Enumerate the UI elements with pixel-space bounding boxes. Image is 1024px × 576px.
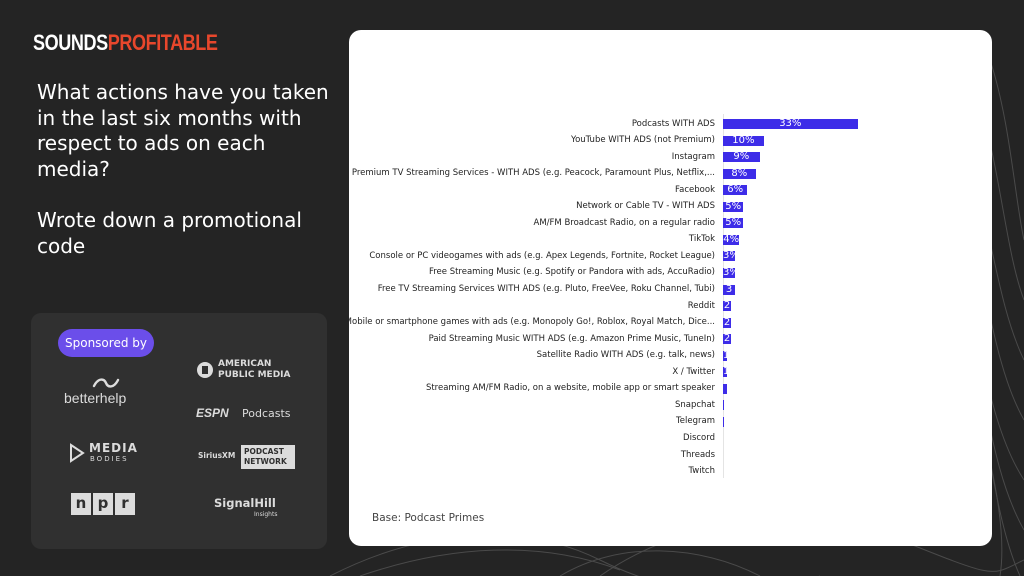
podcast-network-line2: NETWORK	[244, 457, 287, 466]
bar	[723, 383, 728, 394]
apm-line2: PUBLIC MEDIA	[218, 370, 291, 380]
category-label: YouTube WITH ADS (not Premium)	[571, 135, 715, 146]
npr-logo: n p r	[71, 493, 137, 515]
value-label: 10%	[732, 135, 755, 146]
value-label: 2	[723, 317, 731, 328]
podcast-network-line1: PODCAST	[244, 447, 284, 456]
category-label: Mobile or smartphone games with ads (e.g…	[349, 317, 715, 328]
bar	[723, 301, 732, 312]
category-label: Snapchat	[675, 399, 715, 410]
espn-podcasts-logo: ESPN Podcasts	[196, 406, 306, 422]
podcasts-wordmark: Podcasts	[242, 407, 291, 420]
category-label: Console or PC videogames with ads (e.g. …	[369, 250, 715, 261]
betterhelp-wordmark: betterhelp	[64, 390, 127, 406]
brand-logo: SOUNDSPROFITABLE	[33, 30, 218, 55]
value-label: 6%	[727, 185, 744, 196]
betterhelp-leaf-icon	[92, 378, 120, 388]
category-label: Free Streaming Music (e.g. Spotify or Pa…	[428, 267, 715, 278]
npr-letter: r	[115, 493, 135, 515]
bar	[723, 152, 760, 163]
category-label: Streaming AM/FM Radio, on a website, mob…	[425, 383, 715, 394]
bar	[723, 267, 736, 278]
media-bodies-logo: MEDIA BODIES	[69, 441, 149, 465]
apm-line1: AMERICAN	[218, 359, 272, 369]
value-label: 2	[723, 334, 731, 345]
category-label: Discord	[683, 432, 715, 443]
question-block: What actions have you taken in the last …	[37, 80, 337, 259]
category-label: Telegram	[676, 416, 715, 427]
siriusxm-podcast-network-logo: SiriusXM PODCAST NETWORK	[198, 445, 298, 471]
sponsored-by-pill: Sponsored by	[58, 329, 154, 357]
bar	[723, 168, 756, 179]
npr-letter: n	[71, 493, 91, 515]
siriusxm-wordmark: SiriusXM	[198, 451, 236, 460]
category-label: Facebook	[675, 184, 715, 195]
podcast-network-box: PODCAST NETWORK	[241, 445, 295, 469]
npr-letter: p	[93, 493, 113, 515]
value-label: 8%	[731, 168, 748, 179]
american-public-media-logo: AMERICAN PUBLIC MEDIA	[196, 359, 306, 383]
category-label: Paid Streaming Music WITH ADS (e.g. Amaz…	[428, 333, 715, 344]
bar	[723, 119, 858, 129]
category-label: AM/FM Broadcast Radio, on a regular radi…	[533, 217, 715, 228]
bar	[723, 201, 744, 212]
bar	[723, 350, 728, 361]
bar	[723, 234, 740, 245]
category-label: Free TV Streaming Services WITH ADS (e.g…	[377, 284, 715, 294]
bar	[723, 185, 748, 196]
value-label: 9%	[733, 152, 750, 163]
value-label: 4%	[723, 234, 740, 245]
category-label: Podcasts WITH ADS	[631, 118, 715, 129]
bar	[723, 367, 728, 378]
bar	[723, 416, 724, 427]
value-label: 3%	[723, 251, 735, 262]
chart-axis-line	[723, 114, 724, 478]
sponsor-panel: Sponsored by betterhelp AMERICAN PUBLIC …	[31, 313, 327, 549]
category-label: Twitch	[688, 466, 716, 477]
value-label: 5%	[725, 218, 742, 229]
betterhelp-logo: betterhelp	[64, 376, 154, 406]
category-label: TikTok	[688, 234, 715, 245]
bar	[723, 317, 732, 328]
value-label: 33%	[779, 119, 802, 129]
bar	[723, 218, 744, 229]
bar	[723, 400, 725, 411]
value-label: 2	[723, 301, 731, 312]
espn-wordmark: ESPN	[196, 406, 229, 420]
value-label: 3	[725, 284, 733, 295]
category-label: Reddit	[687, 300, 715, 311]
category-label: Threads	[680, 449, 715, 460]
signalhill-insights-logo: SignalHill Insights	[214, 490, 294, 520]
play-triangle-icon	[70, 443, 85, 463]
chart-card: Podcasts WITH ADS 33% YouTube WITH ADS (no…	[349, 30, 992, 546]
bar	[723, 251, 736, 262]
bar	[723, 284, 736, 295]
value-label: 3%	[723, 267, 735, 278]
category-label: Premium TV Streaming Services - WITH ADS…	[351, 168, 715, 179]
signalhill-wordmark: SignalHill	[214, 496, 276, 510]
media-line2: BODIES	[90, 455, 129, 463]
category-label: Network or Cable TV - WITH ADS	[576, 201, 715, 212]
subtitle-text: Wrote down a promotional code	[37, 208, 302, 258]
base-footnote: Base: Podcast Primes	[372, 512, 485, 524]
media-line1: MEDIA	[89, 441, 138, 455]
bar	[723, 334, 732, 345]
value-label: 1	[723, 350, 728, 361]
category-label: Satellite Radio WITH ADS (e.g. talk, new…	[536, 350, 715, 361]
apm-circle-icon	[197, 362, 213, 378]
insights-wordmark: Insights	[254, 511, 278, 518]
value-label: 5%	[725, 201, 742, 212]
category-label: Instagram	[671, 151, 715, 162]
value-label: 1	[723, 367, 728, 378]
question-text: What actions have you taken in the last …	[37, 80, 329, 181]
bar	[723, 135, 764, 146]
category-label: X / Twitter	[672, 366, 715, 377]
